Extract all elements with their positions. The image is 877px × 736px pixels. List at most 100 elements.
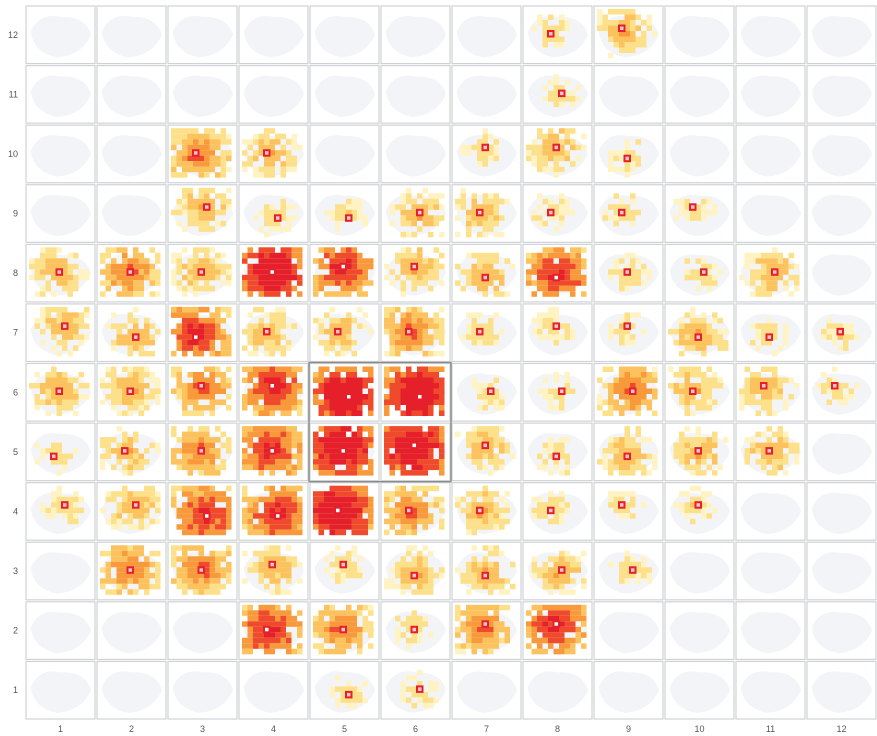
matrix-cell[interactable] [380,541,451,601]
matrix-cell[interactable] [593,422,664,482]
matrix-cell[interactable] [167,5,238,65]
matrix-cell[interactable] [380,64,451,124]
matrix-cell[interactable] [380,482,451,541]
matrix-cell[interactable] [96,660,167,720]
matrix-cell[interactable] [96,601,167,661]
matrix-cell[interactable] [167,482,238,541]
matrix-cell[interactable] [238,5,309,65]
matrix-cell[interactable] [96,243,167,303]
matrix-cell[interactable] [522,482,593,541]
matrix-cell[interactable] [167,422,238,482]
matrix-cell[interactable] [451,422,522,482]
matrix-cell[interactable] [96,184,167,243]
matrix-cell[interactable] [806,243,877,303]
matrix-cell[interactable] [309,184,380,243]
matrix-cell[interactable] [451,243,522,303]
matrix-cell[interactable] [167,362,238,422]
matrix-cell[interactable] [238,64,309,124]
matrix-cell[interactable] [380,184,451,243]
matrix-cell[interactable] [735,660,806,720]
matrix-cell[interactable] [806,541,877,601]
matrix-cell[interactable] [309,64,380,124]
matrix-cell[interactable] [593,124,664,184]
matrix-cell[interactable] [25,541,96,601]
matrix-cell[interactable] [664,303,735,363]
matrix-cell[interactable] [664,601,735,661]
matrix-cell[interactable] [96,422,167,482]
matrix-cell[interactable] [451,660,522,720]
matrix-cell[interactable] [451,362,522,422]
matrix-cell[interactable] [522,303,593,363]
matrix-cell[interactable] [522,184,593,243]
matrix-cell[interactable] [593,184,664,243]
matrix-cell[interactable] [309,660,380,720]
matrix-cell[interactable] [167,124,238,184]
matrix-cell[interactable] [735,422,806,482]
matrix-cell[interactable] [522,422,593,482]
matrix-cell[interactable] [167,660,238,720]
matrix-cell[interactable] [664,64,735,124]
matrix-cell[interactable] [96,64,167,124]
matrix-cell[interactable] [664,184,735,243]
matrix-cell[interactable] [238,303,309,363]
matrix-cell[interactable] [25,124,96,184]
matrix-cell[interactable] [96,362,167,422]
matrix-cell[interactable] [380,422,451,482]
matrix-cell[interactable] [25,601,96,661]
matrix-cell[interactable] [593,362,664,422]
matrix-cell[interactable] [380,601,451,661]
matrix-cell[interactable] [522,660,593,720]
matrix-cell[interactable] [664,243,735,303]
matrix-cell[interactable] [167,303,238,363]
matrix-cell[interactable] [664,482,735,541]
matrix-cell[interactable] [806,482,877,541]
matrix-cell[interactable] [522,64,593,124]
matrix-cell[interactable] [309,422,380,482]
matrix-cell[interactable] [593,243,664,303]
matrix-cell[interactable] [380,303,451,363]
matrix-cell[interactable] [451,124,522,184]
matrix-cell[interactable] [25,422,96,482]
matrix-cell[interactable] [735,601,806,661]
matrix-cell[interactable] [25,64,96,124]
matrix-cell[interactable] [664,660,735,720]
matrix-cell[interactable] [593,5,664,65]
matrix-cell[interactable] [309,601,380,661]
matrix-cell[interactable] [664,124,735,184]
matrix-cell[interactable] [522,124,593,184]
matrix-cell[interactable] [522,601,593,661]
matrix-cell[interactable] [25,243,96,303]
matrix-cell[interactable] [96,482,167,541]
matrix-cell[interactable] [380,362,451,422]
matrix-cell[interactable] [451,601,522,661]
matrix-cell[interactable] [309,124,380,184]
matrix-cell[interactable] [451,5,522,65]
matrix-cell[interactable] [522,362,593,422]
matrix-cell[interactable] [806,124,877,184]
matrix-cell[interactable] [380,243,451,303]
matrix-cell[interactable] [806,422,877,482]
matrix-cell[interactable] [735,541,806,601]
matrix-cell[interactable] [167,601,238,661]
matrix-cell[interactable] [309,482,380,541]
matrix-cell[interactable] [238,184,309,243]
matrix-cell[interactable] [664,422,735,482]
matrix-cell[interactable] [309,5,380,65]
matrix-cell[interactable] [380,5,451,65]
matrix-cell[interactable] [522,541,593,601]
matrix-cell[interactable] [25,5,96,65]
matrix-cell[interactable] [806,362,877,422]
matrix-cell[interactable] [96,303,167,363]
matrix-cell[interactable] [451,64,522,124]
matrix-cell[interactable] [806,184,877,243]
matrix-cell[interactable] [735,243,806,303]
matrix-cell[interactable] [806,303,877,363]
matrix-cell[interactable] [238,422,309,482]
matrix-cell[interactable] [735,482,806,541]
matrix-cell[interactable] [522,5,593,65]
matrix-cell[interactable] [735,303,806,363]
matrix-cell[interactable] [451,303,522,363]
matrix-cell[interactable] [96,124,167,184]
matrix-cell[interactable] [238,541,309,601]
matrix-cell[interactable] [238,124,309,184]
